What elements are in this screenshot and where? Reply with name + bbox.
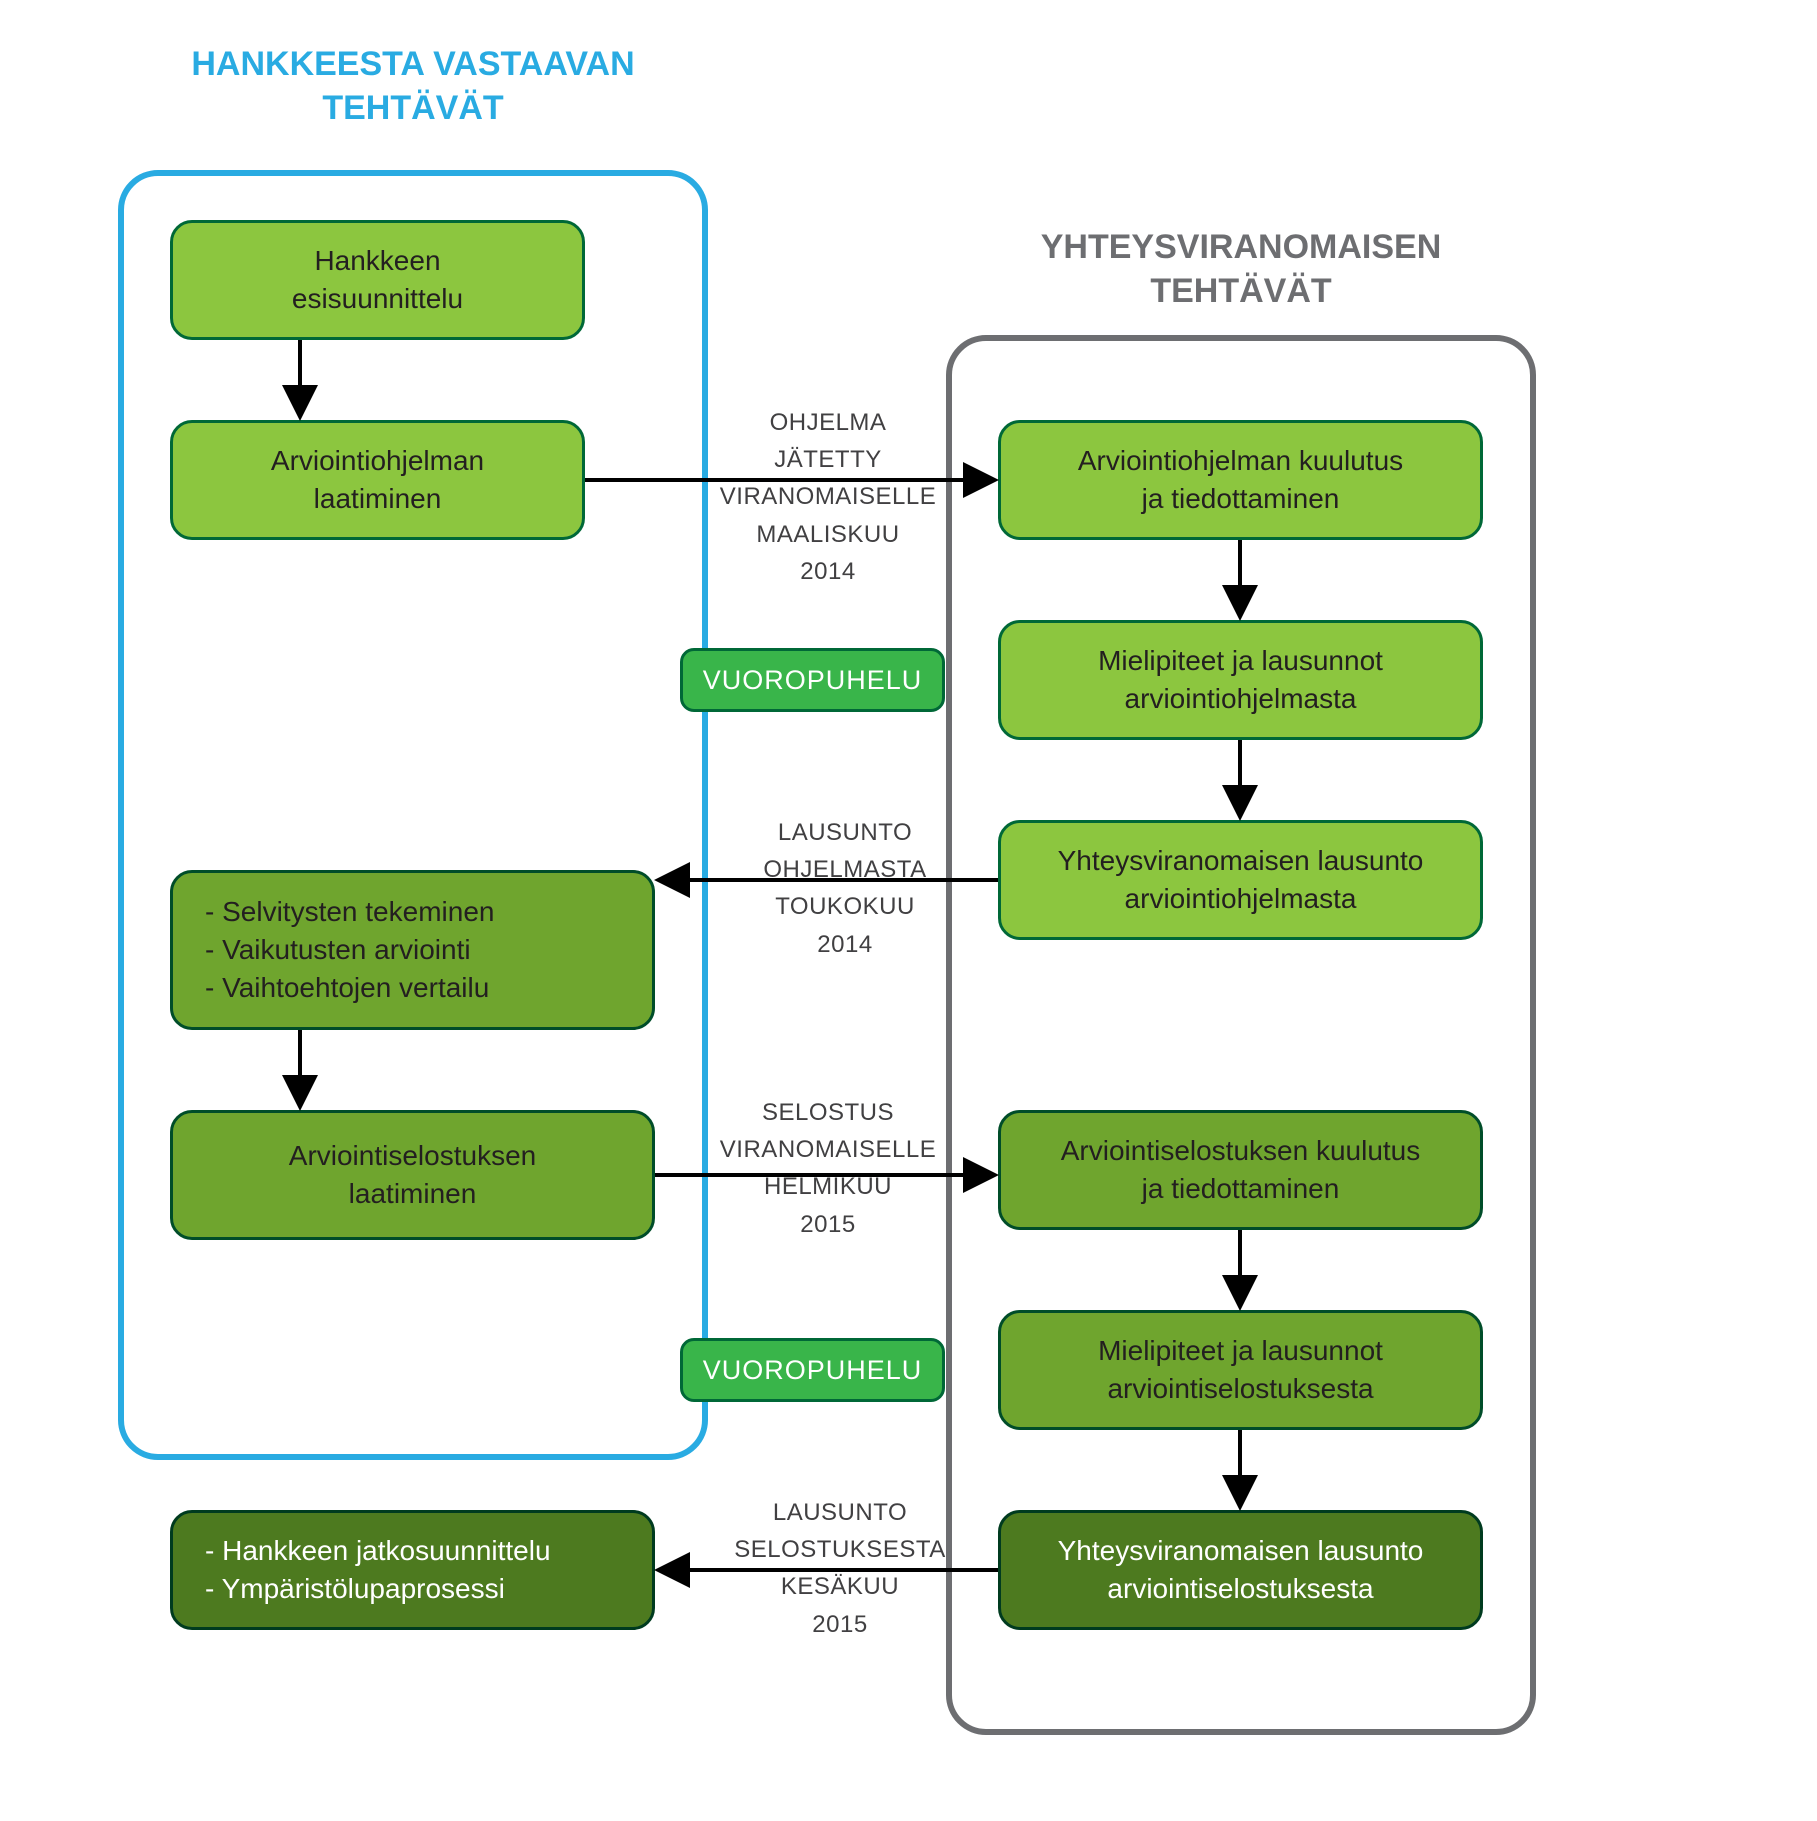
edge-label-text: LAUSUNTOOHJELMASTATOUKOKUU2014 xyxy=(763,819,926,958)
node-arviointiselostuksen-laatiminen: Arviointiselostuksenlaatiminen xyxy=(170,1110,655,1240)
edge-label-lausunto-ohjelmasta: LAUSUNTOOHJELMASTATOUKOKUU2014 xyxy=(735,814,955,963)
node-text: Hankkeenesisuunnittelu xyxy=(292,242,463,318)
badge-vuoropuhelu-1: VUOROPUHELU xyxy=(680,648,945,712)
node-mielipiteet-ohjelma: Mielipiteet ja lausunnotarviointiohjelma… xyxy=(998,620,1483,740)
node-text: Mielipiteet ja lausunnotarviointiselostu… xyxy=(1098,1332,1383,1408)
node-kuulutus-ohjelma: Arviointiohjelman kuulutusja tiedottamin… xyxy=(998,420,1483,540)
badge-vuoropuhelu-2: VUOROPUHELU xyxy=(680,1338,945,1402)
node-arviointiohjelman-laatiminen: Arviointiohjelmanlaatiminen xyxy=(170,420,585,540)
edge-label-lausunto-selostuksesta: LAUSUNTOSELOSTUKSESTAKESÄKUU2015 xyxy=(730,1494,950,1643)
node-text: Arviointiohjelman kuulutusja tiedottamin… xyxy=(1078,442,1403,518)
node-mielipiteet-selostus: Mielipiteet ja lausunnotarviointiselostu… xyxy=(998,1310,1483,1430)
node-text: Mielipiteet ja lausunnotarviointiohjelma… xyxy=(1098,642,1383,718)
right-title-text: YHTEYSVIRANOMAISENTEHTÄVÄT xyxy=(1041,228,1442,310)
node-hankkeen-esisuunnittelu: Hankkeenesisuunnittelu xyxy=(170,220,585,340)
node-text: Arviointiselostuksenlaatiminen xyxy=(289,1137,536,1213)
edge-label-ohjelma-jatetty: OHJELMA JÄTETTYVIRANOMAISELLEMAALISKUU20… xyxy=(718,404,938,590)
node-kuulutus-selostus: Arviointiselostuksen kuulutusja tiedotta… xyxy=(998,1110,1483,1230)
node-selvitykset: - Selvitysten tekeminen- Vaikutusten arv… xyxy=(170,870,655,1030)
left-frame xyxy=(118,170,708,1460)
edge-label-text: OHJELMA JÄTETTYVIRANOMAISELLEMAALISKUU20… xyxy=(720,409,936,585)
node-text: - Hankkeen jatkosuunnittelu- Ympäristölu… xyxy=(205,1532,551,1608)
node-lausunto-selostus: Yhteysviranomaisen lausuntoarviointiselo… xyxy=(998,1510,1483,1630)
left-title-text: HANKKEESTA VASTAAVANTEHTÄVÄT xyxy=(191,45,634,127)
badge-text: VUOROPUHELU xyxy=(703,1355,923,1386)
edge-label-text: LAUSUNTOSELOSTUKSESTAKESÄKUU2015 xyxy=(734,1499,945,1638)
node-text: - Selvitysten tekeminen- Vaikutusten arv… xyxy=(205,893,494,1006)
badge-text: VUOROPUHELU xyxy=(703,665,923,696)
right-title: YHTEYSVIRANOMAISENTEHTÄVÄT xyxy=(946,225,1536,313)
left-title: HANKKEESTA VASTAAVANTEHTÄVÄT xyxy=(118,42,708,130)
node-text: Yhteysviranomaisen lausuntoarviointiselo… xyxy=(1058,1532,1424,1608)
edge-label-selostus-viranomaiselle: SELOSTUSVIRANOMAISELLEHELMIKUU2015 xyxy=(718,1094,938,1243)
node-text: Yhteysviranomaisen lausuntoarviointiohje… xyxy=(1058,842,1424,918)
edge-label-text: SELOSTUSVIRANOMAISELLEHELMIKUU2015 xyxy=(720,1099,936,1238)
node-jatkosuunnittelu: - Hankkeen jatkosuunnittelu- Ympäristölu… xyxy=(170,1510,655,1630)
node-text: Arviointiselostuksen kuulutusja tiedotta… xyxy=(1061,1132,1421,1208)
node-lausunto-ohjelma: Yhteysviranomaisen lausuntoarviointiohje… xyxy=(998,820,1483,940)
node-text: Arviointiohjelmanlaatiminen xyxy=(271,442,484,518)
